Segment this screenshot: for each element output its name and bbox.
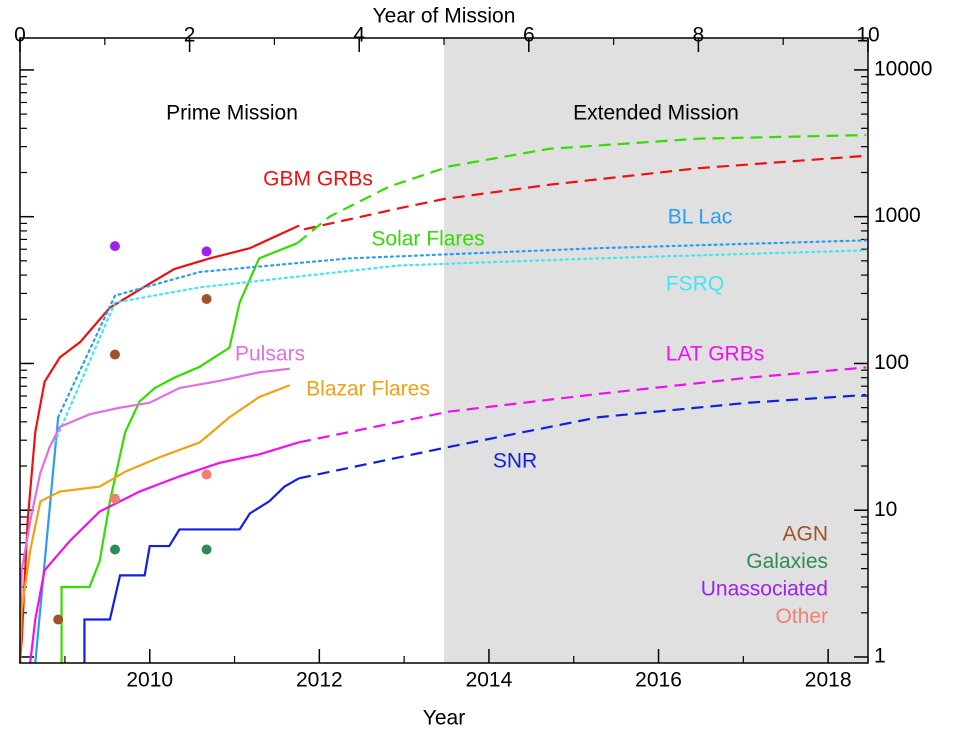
series-label: SNR [493, 450, 537, 473]
x-tick-label: 2014 [466, 669, 513, 692]
point [53, 614, 64, 625]
series-label: BL Lac [668, 206, 733, 229]
x2-tick-label: 2 [184, 24, 196, 47]
region-label: Extended Mission [573, 102, 739, 125]
x2-tick-label: 10 [856, 24, 879, 47]
x-axis-label: Year [423, 707, 465, 730]
point [201, 293, 212, 304]
series-line [83, 477, 300, 663]
legend-label: Galaxies [746, 550, 828, 573]
point [109, 241, 120, 252]
series-label: FSRQ [666, 273, 724, 296]
series-label: LAT GRBs [666, 343, 764, 366]
legend-label: AGN [782, 523, 828, 546]
series-line [34, 417, 60, 664]
series-label: Blazar Flares [306, 378, 430, 401]
x2-tick-label: 4 [353, 24, 365, 47]
point [201, 469, 212, 480]
point [109, 493, 120, 504]
y-tick-label: 1000 [874, 204, 921, 227]
series-line [29, 441, 300, 664]
series-label: GBM GRBs [263, 168, 373, 191]
top-axis-label: Year of Mission [373, 5, 516, 28]
y-tick-label: 100 [874, 351, 909, 374]
point [109, 544, 120, 555]
point [109, 349, 120, 360]
series-line [18, 367, 290, 664]
region-label: Prime Mission [166, 102, 298, 125]
y-tick-label: 10000 [874, 57, 932, 80]
series-line [18, 224, 300, 664]
series-line [60, 242, 298, 663]
x2-tick-label: 0 [14, 24, 26, 47]
y-tick-label: 10 [874, 498, 897, 521]
series-line [296, 133, 867, 245]
series-line [298, 393, 867, 480]
series-line [53, 249, 868, 444]
point [201, 544, 212, 555]
series-line [57, 239, 868, 419]
series-label: Pulsars [235, 343, 305, 366]
series-line [298, 366, 867, 444]
point [201, 246, 212, 257]
x-tick-label: 2012 [296, 669, 343, 692]
plot-frame [19, 37, 869, 664]
series-line [303, 154, 867, 231]
x-tick-label: 2018 [805, 669, 852, 692]
x-tick-label: 2016 [635, 669, 682, 692]
y-tick-label: 1 [874, 645, 886, 668]
legend-label: Unassociated [701, 578, 828, 601]
series-label: Solar Flares [371, 228, 484, 251]
x2-tick-label: 8 [693, 24, 705, 47]
series-line [18, 384, 291, 664]
legend-label: Other [775, 605, 828, 628]
x-tick-label: 2010 [126, 669, 173, 692]
x2-tick-label: 6 [523, 24, 535, 47]
